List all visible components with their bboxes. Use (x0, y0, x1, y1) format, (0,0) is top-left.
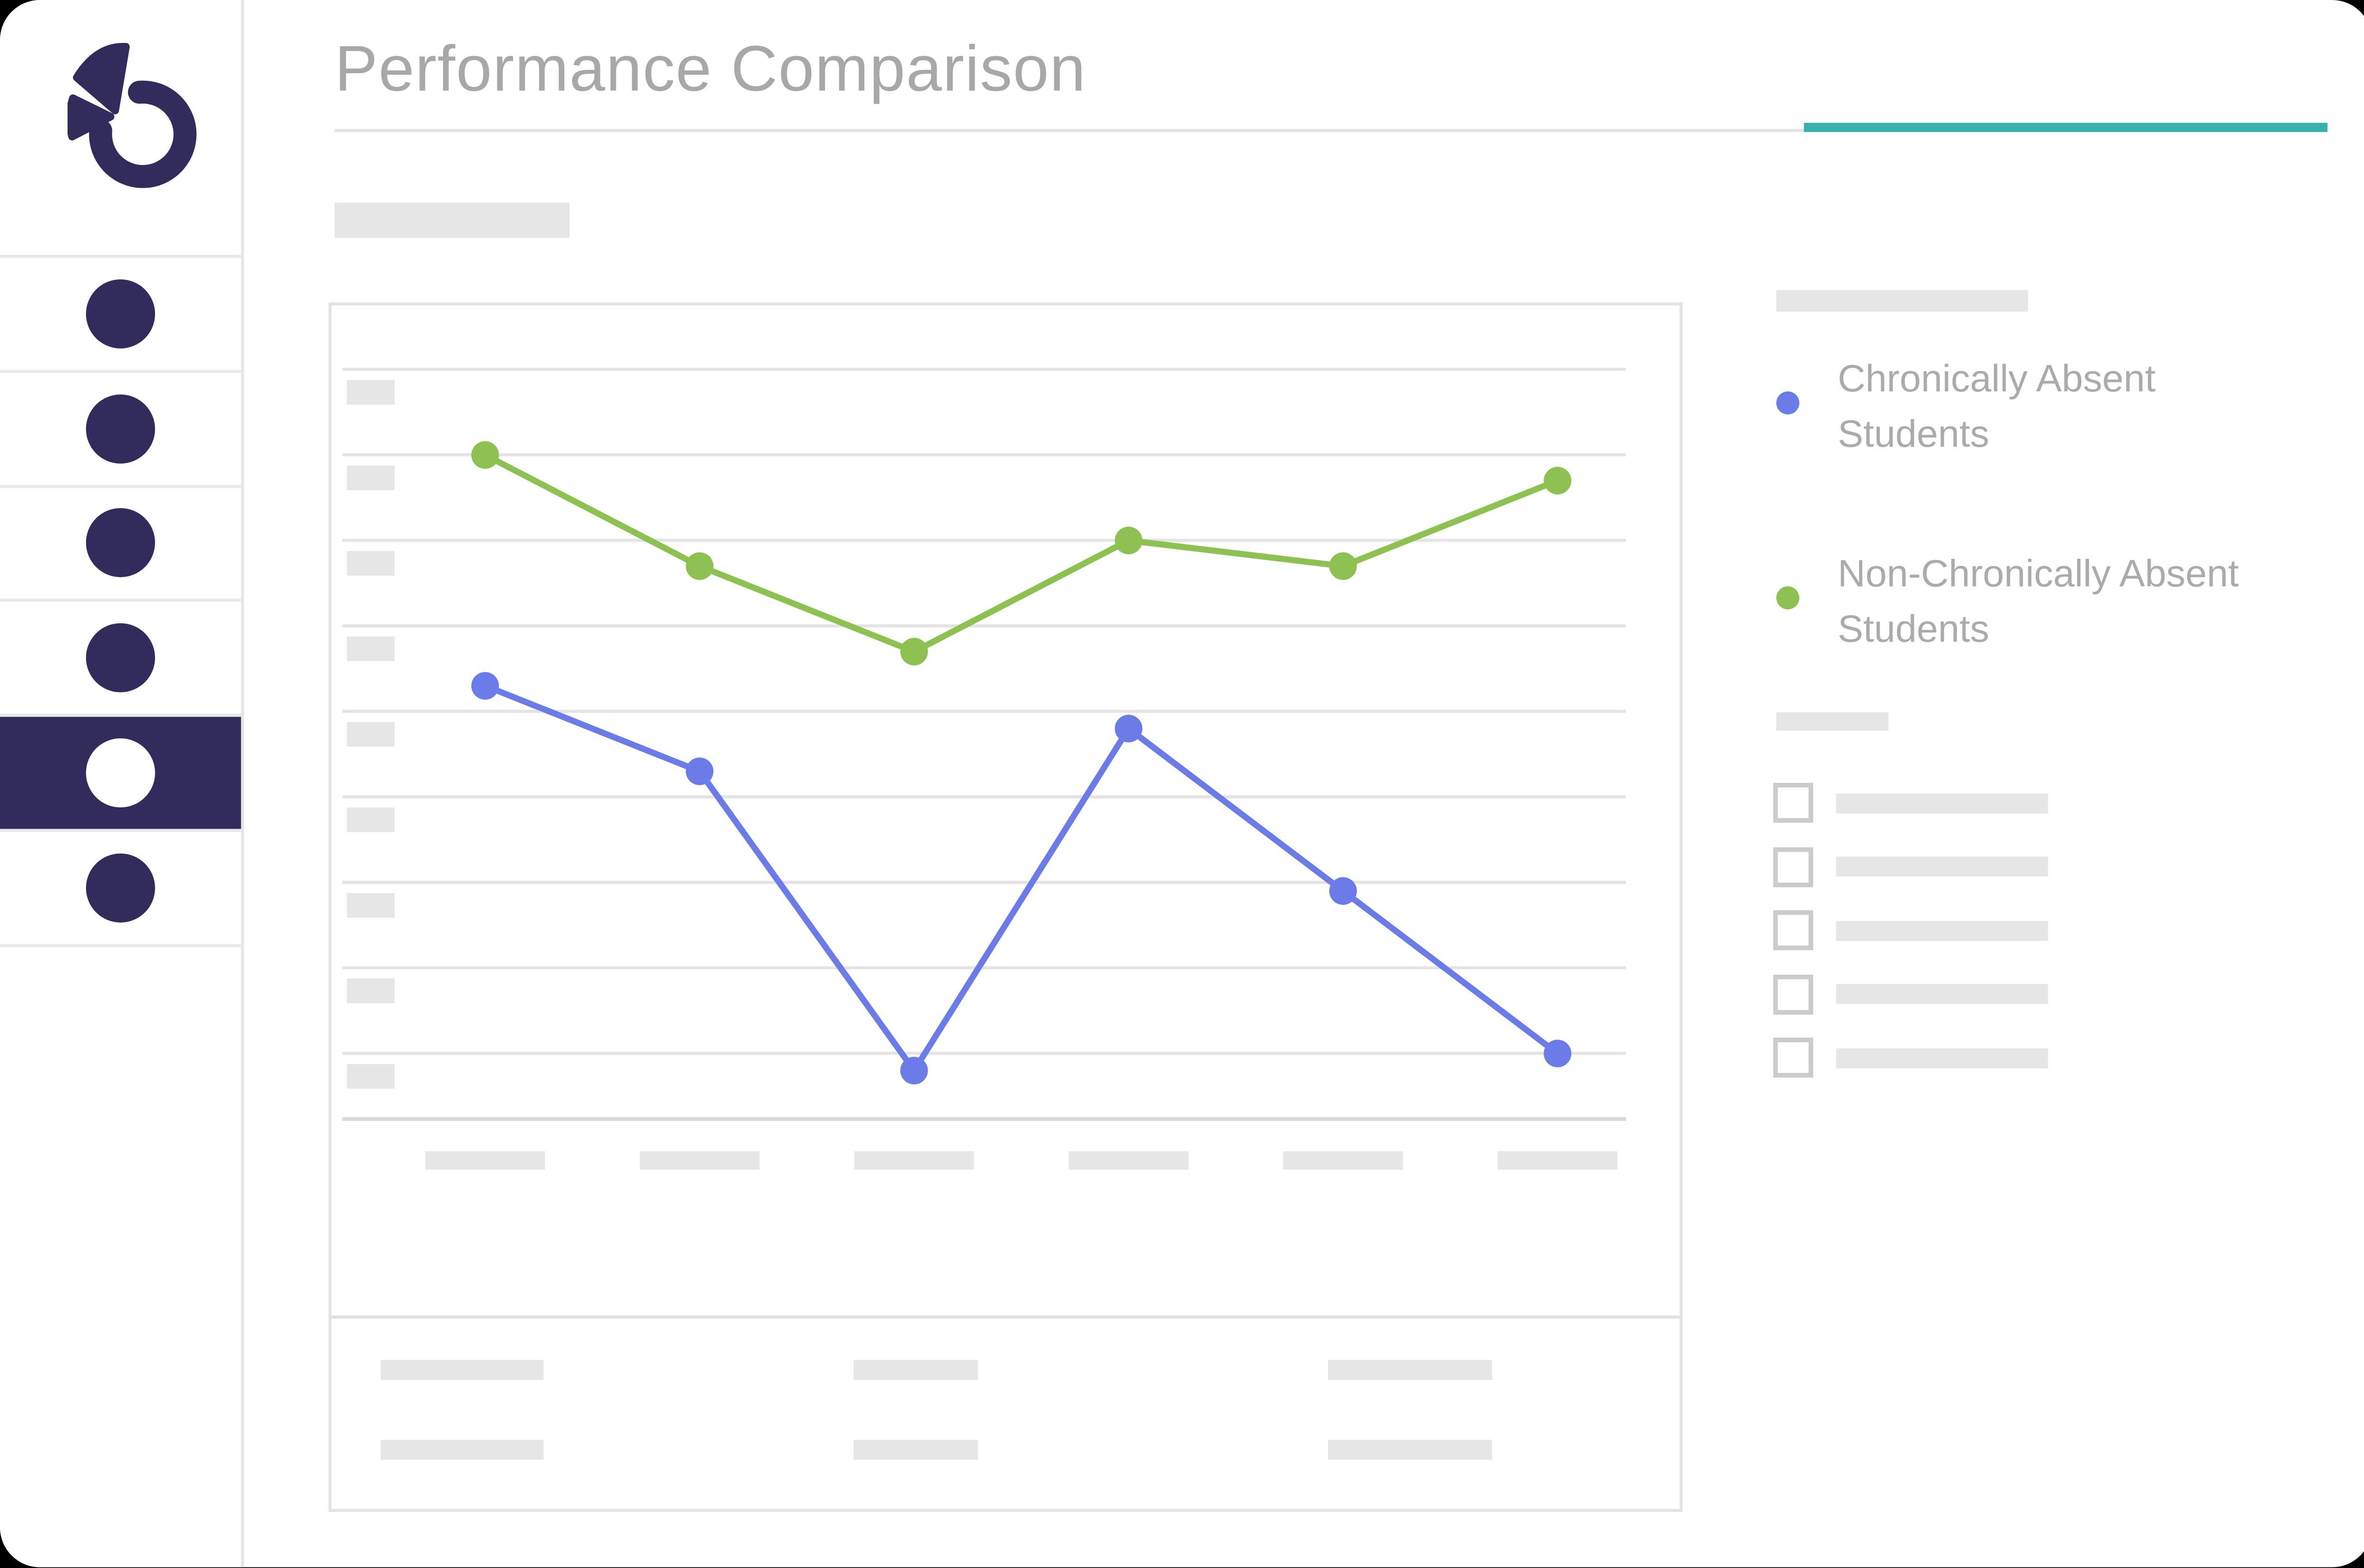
nav-circle-icon (86, 738, 155, 808)
filter-checkbox[interactable] (1773, 1038, 1813, 1078)
nav-circle-icon (86, 853, 155, 923)
title-accent-bar (1804, 122, 2328, 132)
sidebar-item-nav-4[interactable] (0, 599, 241, 714)
sidebar-item-nav-3[interactable] (0, 484, 241, 599)
series-line-chronically-absent (484, 683, 1560, 1074)
filter-checkbox[interactable] (1773, 974, 1813, 1014)
sidebar-nav (0, 255, 241, 947)
legend-label: Chronically Absent Students (1837, 357, 2156, 456)
filter-item-4 (1773, 974, 2173, 1014)
data-point (1544, 467, 1572, 494)
filter-label-placeholder (1836, 856, 2048, 877)
summary-placeholder (381, 1360, 544, 1380)
summary-placeholder (853, 1439, 978, 1460)
filter-label-placeholder (1836, 1048, 2048, 1068)
data-point (1329, 877, 1357, 905)
x-tick-placeholder (1497, 1151, 1617, 1170)
y-tick-placeholder (347, 465, 395, 490)
y-tick-placeholder (347, 807, 395, 832)
summary-placeholder (853, 1360, 978, 1380)
filter-checkbox[interactable] (1773, 846, 1813, 887)
sidebar (0, 0, 244, 1568)
y-tick-placeholder (347, 1064, 395, 1089)
filter-label-placeholder (1836, 793, 2048, 813)
panel-divider (331, 1315, 1680, 1319)
filter-item-2 (1773, 846, 2173, 887)
filter-item-1 (1773, 783, 2173, 823)
y-tick-placeholder (347, 636, 395, 661)
legend-label: Non-Chronically Absent Students (1837, 552, 2239, 651)
filter-label-placeholder (1836, 984, 2048, 1004)
nav-circle-icon (86, 394, 155, 463)
summary-placeholder (381, 1439, 544, 1460)
sidebar-item-nav-5[interactable] (0, 714, 241, 829)
data-point (900, 638, 928, 666)
page-title: Performance Comparison (334, 32, 1086, 104)
x-tick-placeholder (1283, 1151, 1403, 1170)
data-point (1544, 1040, 1572, 1067)
x-tick-placeholder (425, 1151, 545, 1170)
data-point (471, 672, 499, 700)
filter-item-3 (1773, 910, 2173, 951)
filter-section-placeholder (1776, 712, 1889, 731)
right-panel-title-placeholder (1776, 290, 2028, 312)
legend-swatch-green (1776, 586, 1799, 610)
data-point (1329, 552, 1357, 580)
x-tick-placeholder (640, 1151, 760, 1170)
nav-circle-icon (86, 624, 155, 693)
data-point (471, 441, 499, 469)
filter-checklist (1773, 783, 2173, 1101)
data-point (1114, 527, 1143, 554)
data-point (900, 1057, 928, 1084)
sidebar-item-nav-6[interactable] (0, 829, 241, 947)
series-line-non-chronically-absent (484, 452, 1559, 655)
x-tick-placeholder (1069, 1151, 1189, 1170)
y-tick-placeholder (347, 551, 395, 576)
nav-circle-icon (86, 509, 155, 578)
y-tick-placeholder (347, 722, 395, 747)
y-tick-placeholder (347, 893, 395, 918)
data-point (686, 552, 713, 580)
filter-checkbox[interactable] (1773, 910, 1813, 951)
subtitle-placeholder (334, 202, 570, 238)
filter-item-5 (1773, 1038, 2173, 1078)
filter-label-placeholder (1836, 920, 2048, 940)
summary-placeholder (1328, 1439, 1493, 1460)
line-chart (342, 368, 1626, 1170)
y-tick-placeholder (347, 979, 395, 1004)
sidebar-item-nav-1[interactable] (0, 255, 241, 370)
data-point (686, 757, 713, 785)
title-divider (334, 129, 2328, 132)
summary-placeholder (1328, 1360, 1493, 1380)
logo-icon[interactable] (67, 40, 200, 190)
sidebar-item-nav-2[interactable] (0, 369, 241, 485)
data-point (1114, 715, 1143, 743)
filter-checkbox[interactable] (1773, 783, 1813, 823)
legend-swatch-blue (1776, 391, 1799, 415)
nav-circle-icon (86, 279, 155, 348)
y-tick-placeholder (347, 380, 395, 405)
x-tick-placeholder (854, 1151, 974, 1170)
chart-panel (328, 302, 1683, 1512)
